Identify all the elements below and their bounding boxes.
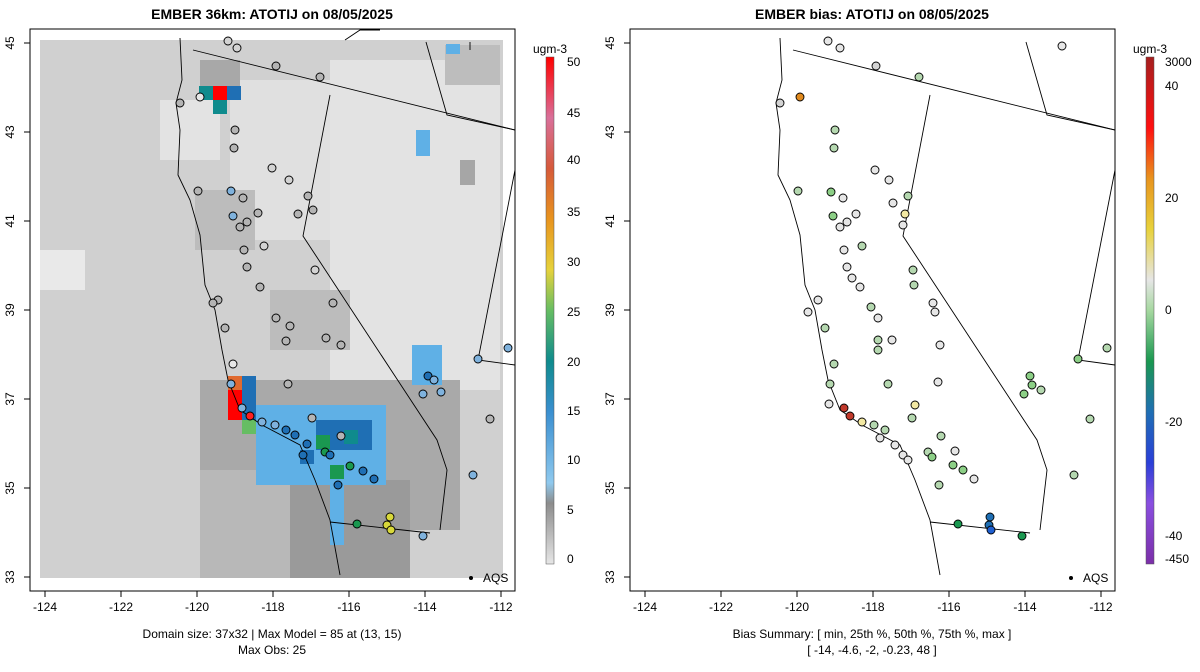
- left-caption-line1: Domain size: 37x32 | Max Model = 85 at (…: [143, 627, 402, 641]
- left-x-ticks: [44, 591, 502, 597]
- left-aqs-legend-label: AQS: [483, 571, 508, 585]
- right-y-tick-labels: 33 35 37 39 41 43 45: [603, 36, 617, 584]
- right-x-ticks: [644, 591, 1102, 597]
- left-map-panel: EMBER 36km: ATOTIJ on 08/05/2025: [3, 6, 581, 657]
- svg-text:-114: -114: [413, 600, 436, 614]
- svg-text:-120: -120: [185, 600, 209, 614]
- svg-text:40: 40: [1165, 79, 1179, 93]
- svg-text:-112: -112: [489, 600, 512, 614]
- svg-text:35: 35: [567, 205, 581, 219]
- right-aqs-legend-dot: [1069, 576, 1073, 580]
- left-colorbar-unit: ugm-3: [533, 42, 567, 56]
- svg-text:-450: -450: [1165, 552, 1189, 566]
- svg-text:0: 0: [1165, 303, 1172, 317]
- svg-text:43: 43: [3, 125, 17, 139]
- svg-text:-114: -114: [1013, 600, 1036, 614]
- svg-text:39: 39: [3, 303, 17, 317]
- svg-text:0: 0: [567, 552, 574, 566]
- left-colorbar-labels: 50 45 40 35 30 25 20 15 10 5 0: [567, 55, 581, 566]
- svg-text:-120: -120: [785, 600, 809, 614]
- svg-text:37: 37: [603, 392, 617, 406]
- svg-text:-118: -118: [861, 600, 884, 614]
- left-y-ticks: [24, 42, 30, 578]
- left-y-tick-labels: 33 35 37 39 41 43 45: [3, 36, 17, 584]
- svg-text:45: 45: [567, 106, 581, 120]
- svg-text:-112: -112: [1089, 600, 1112, 614]
- aqs-legend-dot: [469, 576, 473, 580]
- svg-text:-116: -116: [937, 600, 960, 614]
- svg-text:41: 41: [603, 214, 617, 228]
- svg-text:-122: -122: [709, 600, 733, 614]
- svg-text:-116: -116: [337, 600, 360, 614]
- right-y-ticks: [624, 42, 630, 578]
- svg-text:45: 45: [603, 36, 617, 50]
- svg-text:-20: -20: [1165, 415, 1183, 429]
- svg-text:20: 20: [567, 355, 581, 369]
- svg-text:33: 33: [3, 570, 17, 584]
- right-colorbar-labels: 3000 40 20 0 -20 -40 -450: [1165, 55, 1192, 566]
- right-x-tick-labels: -124 -122 -120 -118 -116 -114 -112: [633, 600, 1113, 614]
- svg-text:-122: -122: [109, 600, 133, 614]
- left-colorbar: [545, 56, 555, 565]
- svg-text:33: 33: [603, 570, 617, 584]
- svg-text:50: 50: [567, 55, 581, 69]
- right-colorbar-unit: ugm-3: [1133, 42, 1167, 56]
- svg-text:-124: -124: [633, 600, 657, 614]
- right-site-markers: [775, 36, 1112, 541]
- svg-text:-40: -40: [1165, 529, 1183, 543]
- svg-text:3000: 3000: [1165, 55, 1192, 69]
- right-aqs-legend-label: AQS: [1083, 571, 1108, 585]
- left-caption-line2: Max Obs: 25: [238, 643, 306, 657]
- right-map-panel: EMBER bias: ATOTIJ on 08/05/2025: [603, 6, 1192, 657]
- svg-text:15: 15: [567, 404, 581, 418]
- left-panel-title: EMBER 36km: ATOTIJ on 08/05/2025: [151, 6, 393, 22]
- right-caption-line2: [ -14, -4.6, -2, -0.23, 48 ]: [807, 643, 936, 657]
- svg-text:10: 10: [567, 453, 581, 467]
- svg-text:5: 5: [567, 503, 574, 517]
- svg-text:-118: -118: [261, 600, 284, 614]
- svg-text:20: 20: [1165, 191, 1179, 205]
- left-site-markers: [175, 36, 513, 541]
- svg-text:45: 45: [3, 36, 17, 50]
- svg-text:35: 35: [3, 481, 17, 495]
- svg-text:37: 37: [3, 392, 17, 406]
- right-panel-title: EMBER bias: ATOTIJ on 08/05/2025: [755, 6, 989, 22]
- svg-text:40: 40: [567, 153, 581, 167]
- right-caption-line1: Bias Summary: [ min, 25th %, 50th %, 75t…: [733, 627, 1012, 641]
- svg-text:-124: -124: [33, 600, 57, 614]
- svg-text:25: 25: [567, 305, 581, 319]
- right-colorbar: [1145, 56, 1155, 565]
- model-field: [40, 40, 503, 578]
- svg-text:41: 41: [3, 214, 17, 228]
- left-x-tick-labels: -124 -122 -120 -118 -116 -114 -112: [33, 600, 513, 614]
- svg-text:30: 30: [567, 255, 581, 269]
- svg-text:39: 39: [603, 303, 617, 317]
- svg-text:43: 43: [603, 125, 617, 139]
- svg-text:35: 35: [603, 481, 617, 495]
